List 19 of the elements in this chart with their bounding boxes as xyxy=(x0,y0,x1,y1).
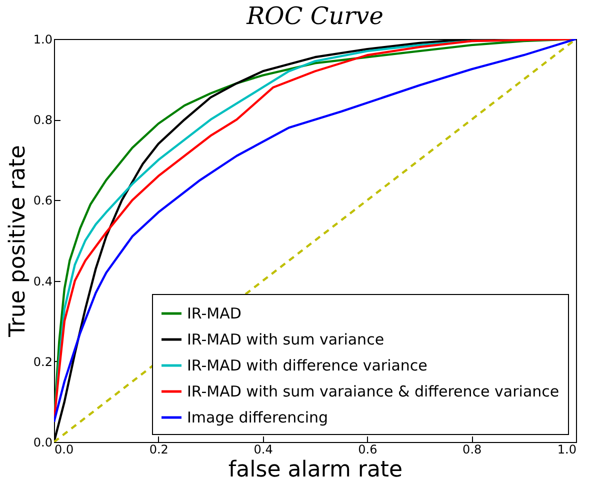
chart-title: ROC Curve xyxy=(246,2,384,30)
x-tick-label: 0.0 xyxy=(54,442,74,456)
legend-label: IR-MAD xyxy=(187,304,242,322)
legend-label: IR-MAD with sum varaiance & difference variance xyxy=(187,382,560,400)
x-tick-label: 0.2 xyxy=(149,442,168,456)
legend-label: IR-MAD with difference variance xyxy=(187,356,428,374)
legend-label: Image differencing xyxy=(187,408,328,426)
x-axis-title: false alarm rate xyxy=(228,458,403,482)
x-tick-label: 0.4 xyxy=(254,442,273,456)
x-tick-label: 0.8 xyxy=(462,442,482,456)
y-tick-label: 1.0 xyxy=(33,32,52,46)
y-axis-title: True positive rate xyxy=(5,145,30,338)
y-tick-label: 0.2 xyxy=(33,354,52,369)
x-tick-label: 0.6 xyxy=(358,442,378,456)
legend-label: IR-MAD with sum variance xyxy=(187,330,384,348)
y-tick-label: 0.6 xyxy=(33,194,52,208)
y-tick-label: 0.8 xyxy=(33,113,52,128)
x-tick-label: 1.0 xyxy=(557,442,576,456)
y-tick-label: 0.4 xyxy=(33,274,52,288)
